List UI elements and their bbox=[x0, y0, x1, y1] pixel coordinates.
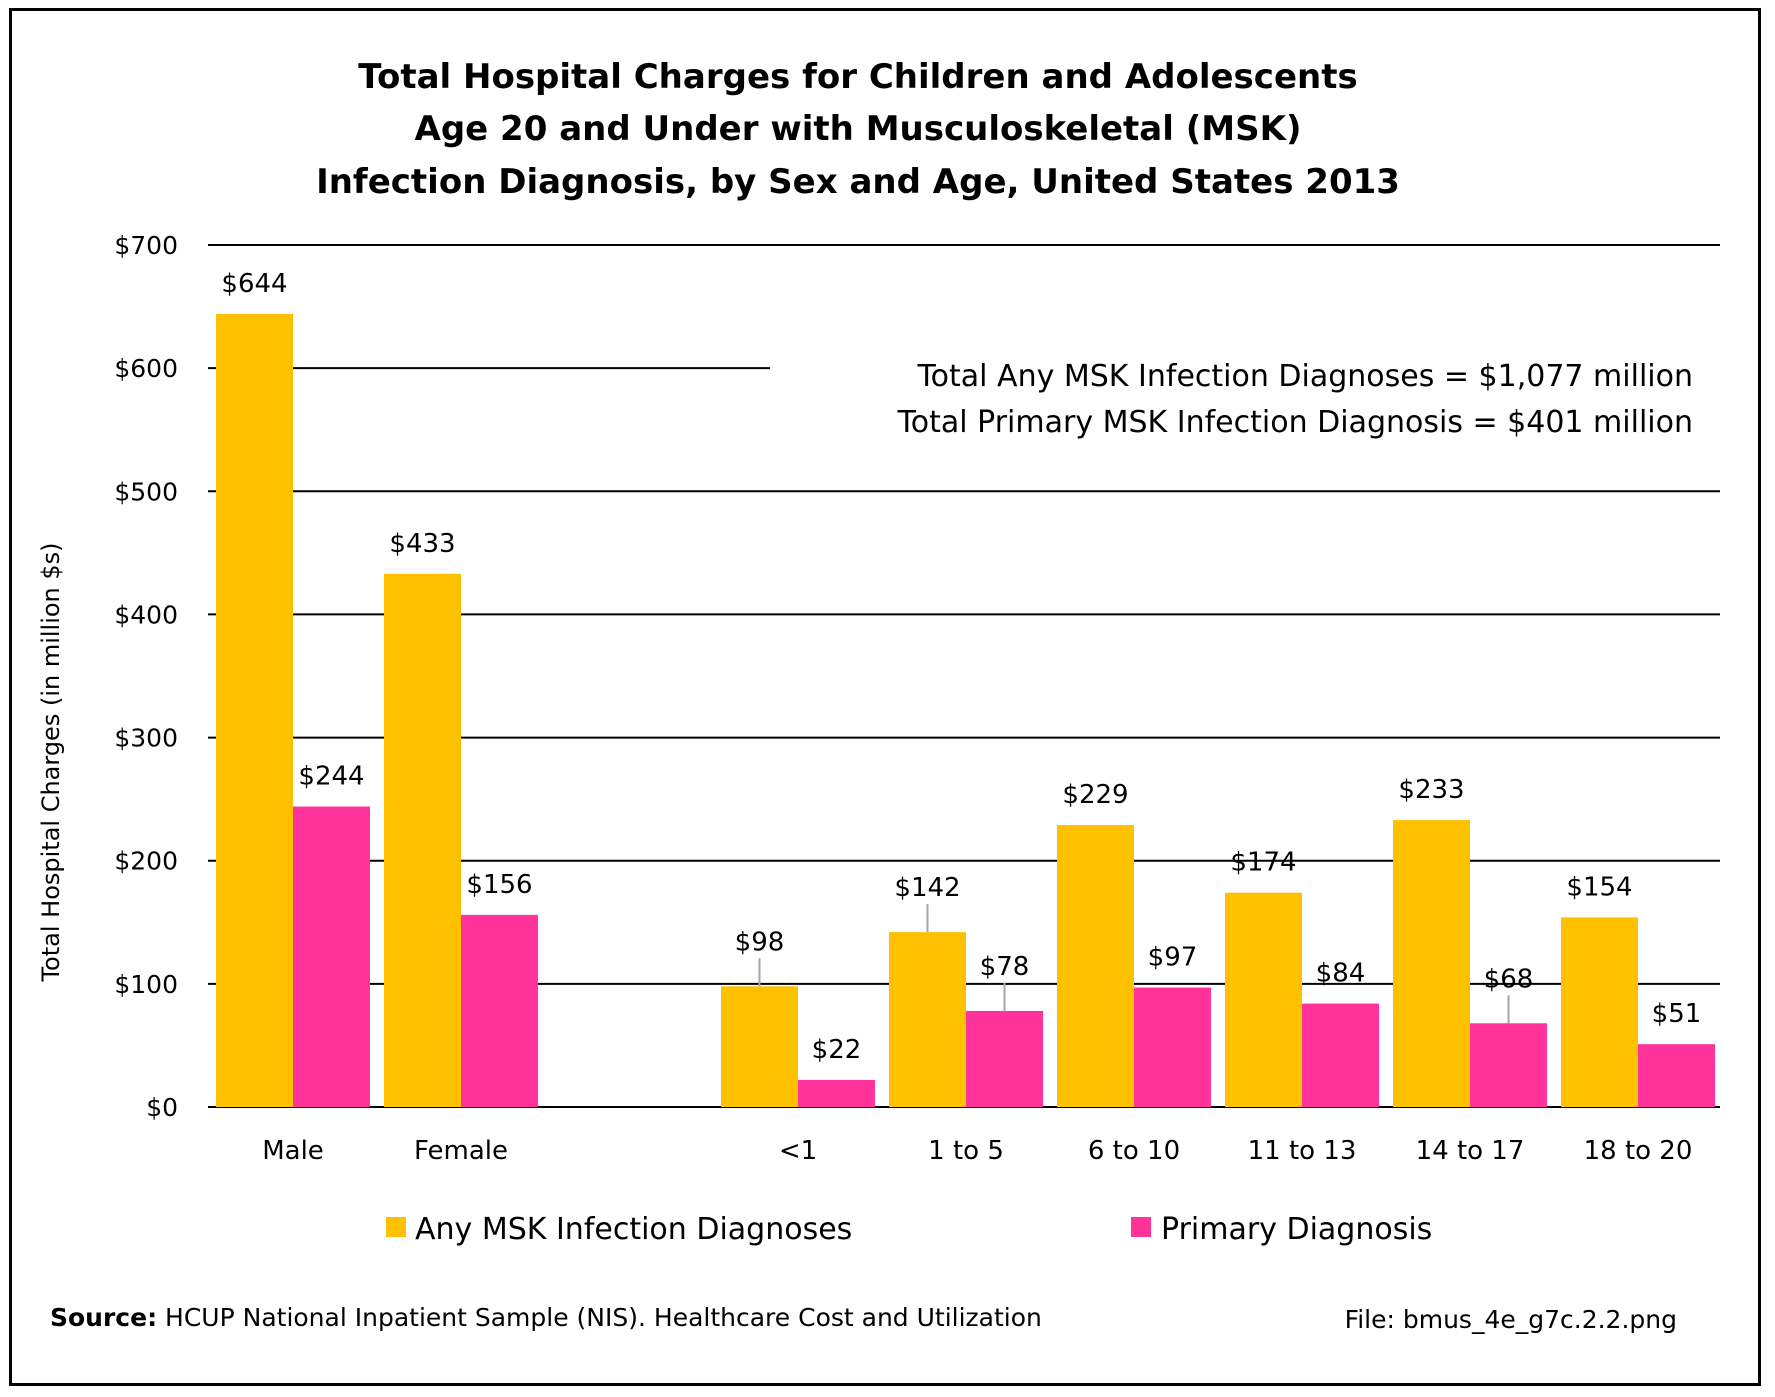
y-tick-label: $500 bbox=[114, 477, 178, 506]
data-label: $174 bbox=[1230, 848, 1296, 878]
bar-primary bbox=[1302, 1003, 1379, 1107]
y-axis-ticks: $0 $100 $200 $300 $400 $500 $600 $700 bbox=[114, 231, 178, 1122]
y-tick-label: $100 bbox=[114, 970, 178, 999]
bar-any bbox=[721, 986, 798, 1107]
source-text: HCUP National Inpatient Sample (NIS). He… bbox=[157, 1303, 1042, 1332]
data-label: $142 bbox=[894, 873, 960, 903]
data-label: $51 bbox=[1652, 999, 1702, 1029]
y-tick-label: $0 bbox=[146, 1093, 178, 1122]
data-label: $84 bbox=[1316, 959, 1366, 989]
summary-notes: Total Any MSK Infection Diagnoses = $1,0… bbox=[897, 359, 1693, 440]
legend-swatch-any bbox=[386, 1217, 406, 1237]
bar-any bbox=[1057, 825, 1134, 1107]
x-category-label: 1 to 5 bbox=[928, 1136, 1004, 1166]
data-labels: $644 $244 $433 $156 $98 $22 $142 $78 $229 $97 $174… bbox=[221, 269, 1701, 1065]
data-label: $22 bbox=[812, 1035, 862, 1065]
x-category-label: 18 to 20 bbox=[1584, 1136, 1693, 1166]
data-label: $154 bbox=[1566, 872, 1632, 902]
title-line-1: Total Hospital Charges for Children and … bbox=[358, 57, 1357, 97]
title-line-3: Infection Diagnosis, by Sex and Age, Uni… bbox=[316, 162, 1400, 202]
bar-primary bbox=[461, 914, 538, 1107]
y-tick-label: $700 bbox=[114, 231, 178, 260]
x-category-label: Female bbox=[414, 1136, 508, 1166]
y-axis-label: Total Hospital Charges (in million $s) bbox=[37, 542, 65, 982]
x-category-label: Male bbox=[262, 1136, 324, 1166]
file-name: File: bmus_4e_g7c.2.2.png bbox=[1345, 1305, 1677, 1334]
bar-any bbox=[1393, 820, 1470, 1107]
chart-frame bbox=[9, 8, 1761, 1386]
data-label: $97 bbox=[1148, 943, 1198, 973]
x-axis-categories: Male Female <1 1 to 5 6 to 10 11 to 13 14 to 1… bbox=[262, 1136, 1692, 1166]
y-tick-label: $200 bbox=[114, 847, 178, 876]
data-label: $233 bbox=[1398, 775, 1464, 805]
bar-any bbox=[216, 313, 293, 1108]
data-label: $78 bbox=[980, 952, 1030, 982]
y-tick-label: $600 bbox=[114, 354, 178, 383]
source-label: Source: bbox=[50, 1303, 157, 1332]
legend: Any MSK Infection Diagnoses Primary Diag… bbox=[386, 1212, 1432, 1247]
bar-primary bbox=[293, 806, 370, 1107]
bar-any bbox=[1225, 892, 1302, 1107]
bar-primary bbox=[1134, 987, 1211, 1107]
legend-swatch-primary bbox=[1131, 1217, 1151, 1237]
x-category-label: <1 bbox=[779, 1136, 817, 1166]
data-label: $98 bbox=[735, 927, 785, 957]
legend-label-primary: Primary Diagnosis bbox=[1161, 1212, 1432, 1247]
data-label: $433 bbox=[389, 529, 455, 559]
data-label: $156 bbox=[466, 870, 532, 900]
bars bbox=[216, 313, 1715, 1108]
x-category-label: 11 to 13 bbox=[1248, 1136, 1357, 1166]
source-note: Source: HCUP National Inpatient Sample (… bbox=[50, 1303, 1042, 1332]
bar-primary bbox=[798, 1079, 875, 1107]
note-total-primary: Total Primary MSK Infection Diagnosis = … bbox=[897, 405, 1693, 440]
bar-any bbox=[1561, 917, 1638, 1107]
bar-primary bbox=[1470, 1023, 1547, 1107]
data-label: $244 bbox=[298, 762, 364, 792]
x-category-label: 14 to 17 bbox=[1416, 1136, 1525, 1166]
note-total-any: Total Any MSK Infection Diagnoses = $1,0… bbox=[916, 359, 1693, 394]
title-line-2: Age 20 and Under with Musculoskeletal (M… bbox=[415, 109, 1302, 149]
bar-primary bbox=[1638, 1044, 1715, 1107]
legend-label-any: Any MSK Infection Diagnoses bbox=[415, 1212, 852, 1247]
bar-primary bbox=[966, 1010, 1043, 1107]
x-category-label: 6 to 10 bbox=[1088, 1136, 1180, 1166]
chart-title: Total Hospital Charges for Children and … bbox=[316, 57, 1400, 202]
y-tick-label: $300 bbox=[114, 724, 178, 753]
data-label: $644 bbox=[221, 269, 287, 299]
data-label: $68 bbox=[1484, 964, 1534, 994]
data-label: $229 bbox=[1062, 780, 1128, 810]
bar-any bbox=[384, 573, 461, 1107]
y-tick-label: $400 bbox=[114, 600, 178, 629]
bar-any bbox=[889, 932, 966, 1107]
